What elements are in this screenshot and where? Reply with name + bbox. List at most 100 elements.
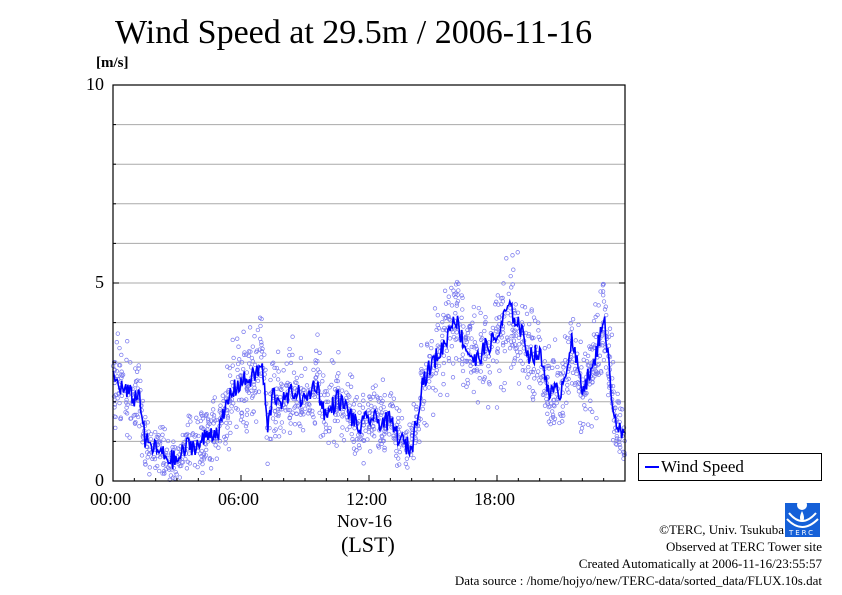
- scatter-point: [341, 412, 346, 417]
- scatter-point: [466, 336, 471, 341]
- created-note: Created Automatically at 2006-11-16/23:5…: [578, 556, 822, 571]
- scatter-point: [459, 293, 464, 298]
- scatter-point: [574, 371, 579, 377]
- scatter-point: [594, 369, 599, 374]
- scatter-point: [214, 439, 220, 444]
- scatter-point: [117, 345, 122, 351]
- scatter-point: [508, 339, 514, 344]
- scatter-point: [455, 298, 461, 304]
- scatter-point: [303, 366, 308, 371]
- scatter-point: [242, 352, 247, 357]
- scatter-point: [173, 469, 178, 475]
- scatter-point: [538, 381, 543, 386]
- scatter-point: [318, 434, 323, 439]
- scatter-point: [483, 319, 488, 325]
- scatter-point: [303, 406, 308, 411]
- scatter-point: [276, 412, 281, 417]
- scatter-point: [348, 372, 353, 377]
- scatter-point: [315, 358, 320, 364]
- scatter-point: [487, 382, 492, 387]
- scatter-point: [204, 412, 209, 417]
- scatter-point: [119, 393, 124, 398]
- scatter-point: [163, 467, 168, 472]
- scatter-point: [536, 369, 541, 374]
- scatter-point: [352, 426, 357, 431]
- scatter-point: [212, 395, 217, 400]
- scatter-point: [225, 414, 230, 419]
- scatter-point: [258, 373, 263, 378]
- scatter-point: [155, 463, 160, 469]
- scatter-point: [299, 373, 304, 379]
- scatter-point: [469, 370, 474, 375]
- scatter-point: [600, 289, 606, 294]
- scatter-point: [474, 369, 479, 374]
- scatter-point: [528, 369, 534, 375]
- scatter-point: [472, 313, 477, 318]
- scatter-point: [440, 333, 445, 339]
- scatter-point: [530, 394, 535, 400]
- scatter-point: [135, 414, 141, 420]
- scatter-point: [617, 436, 622, 442]
- scatter-point: [237, 357, 242, 362]
- scatter-point: [582, 403, 587, 408]
- scatter-point: [420, 401, 426, 407]
- scatter-point: [416, 427, 422, 432]
- scatter-point: [363, 428, 368, 433]
- scatter-point: [462, 358, 467, 364]
- scatter-point: [127, 435, 132, 440]
- scatter-point: [434, 327, 439, 333]
- scatter-point: [277, 386, 282, 391]
- svg-text:TERC: TERC: [788, 529, 815, 537]
- scatter-point: [171, 439, 176, 444]
- scatter-point: [125, 402, 130, 407]
- scatter-point: [294, 400, 299, 405]
- scatter-point: [568, 330, 573, 335]
- scatter-point: [510, 282, 515, 287]
- scatter-point: [376, 445, 382, 450]
- scatter-point: [294, 411, 299, 417]
- scatter-point: [600, 340, 605, 346]
- scatter-point: [460, 307, 465, 312]
- scatter-point: [583, 407, 588, 412]
- scatter-point: [304, 383, 310, 388]
- scatter-point: [146, 429, 151, 434]
- scatter-point: [132, 412, 138, 418]
- scatter-point: [429, 345, 434, 351]
- scatter-point: [382, 448, 387, 453]
- scatter-point: [387, 432, 392, 437]
- scatter-point: [170, 445, 175, 450]
- scatter-point: [133, 382, 138, 388]
- scatter-point: [208, 466, 214, 471]
- scatter-point: [380, 398, 385, 404]
- scatter-point: [469, 344, 474, 350]
- scatter-point: [542, 359, 547, 364]
- scatter-point: [284, 382, 289, 388]
- scatter-point: [399, 416, 405, 421]
- scatter-point: [351, 439, 356, 444]
- scatter-point: [422, 420, 427, 426]
- scatter-point: [432, 306, 438, 311]
- scatter-point: [273, 420, 278, 425]
- scatter-point: [356, 443, 362, 448]
- scatter-point: [323, 425, 329, 431]
- y-axis-label: [m/s]: [96, 55, 129, 71]
- scatter-point: [397, 449, 402, 455]
- scatter-point: [581, 357, 586, 362]
- scatter-point: [153, 429, 158, 435]
- scatter-point: [482, 328, 487, 334]
- scatter-point: [555, 364, 560, 370]
- scatter-point: [329, 358, 335, 363]
- scatter-point: [522, 368, 528, 373]
- scatter-point: [270, 416, 276, 421]
- scatter-point: [119, 369, 124, 374]
- scatter-point: [363, 419, 369, 424]
- scatter-point: [442, 288, 448, 293]
- scatter-point: [235, 367, 240, 373]
- scatter-point: [465, 330, 471, 336]
- scatter-point: [591, 342, 596, 347]
- scatter-point: [572, 366, 578, 372]
- scatter-point: [516, 335, 522, 341]
- scatter-point: [476, 305, 481, 311]
- scatter-point: [298, 423, 303, 429]
- scatter-point: [566, 390, 571, 395]
